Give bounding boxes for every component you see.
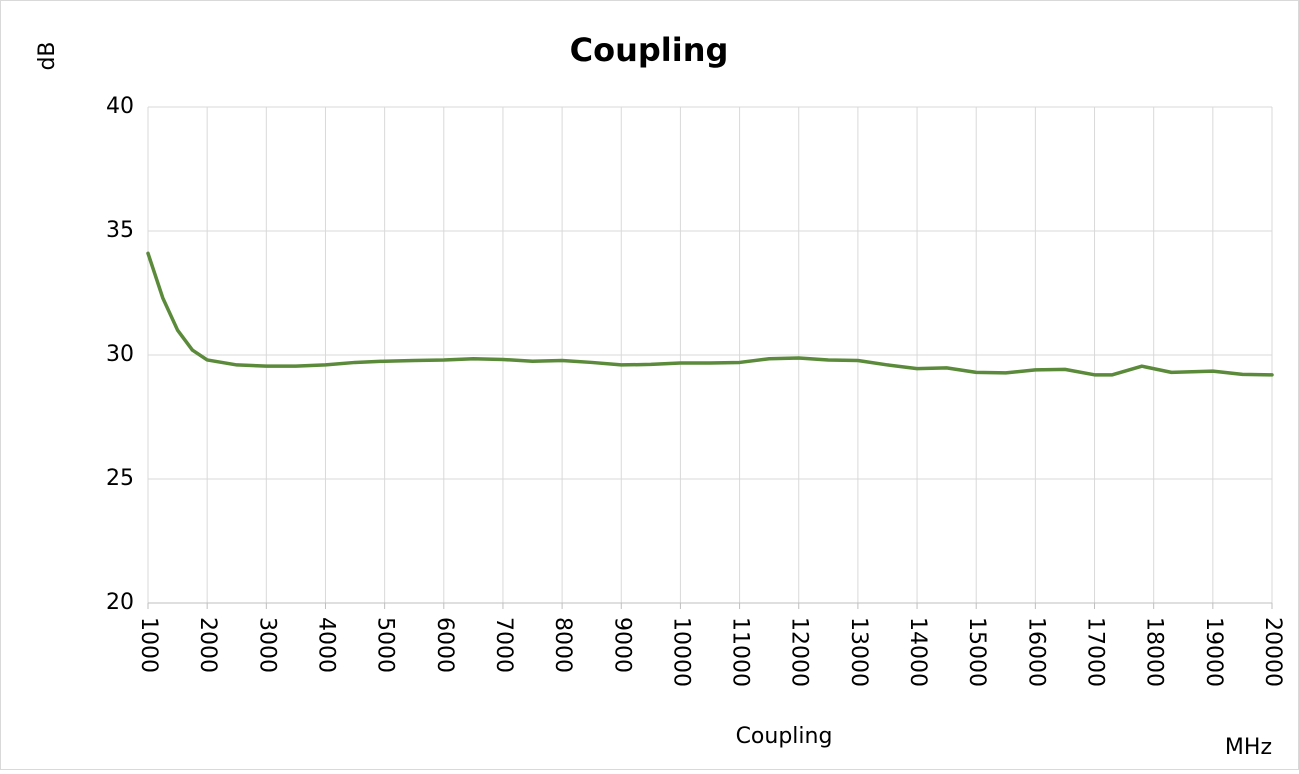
chart-title: Coupling (570, 31, 729, 69)
x-tick-label: 5000 (373, 617, 398, 673)
x-tick-label: 10000 (668, 617, 693, 687)
x-axis-title: MHz (1225, 735, 1272, 760)
x-tick-label: 17000 (1083, 617, 1108, 687)
x-tick-label: 6000 (432, 617, 457, 673)
x-tick-label: 13000 (846, 617, 871, 687)
x-tick-label: 15000 (964, 617, 989, 687)
x-tick-label: 18000 (1142, 617, 1167, 687)
y-axis-title: dB (35, 41, 60, 70)
x-tick-label: 12000 (787, 617, 812, 687)
x-tick-label: 8000 (550, 617, 575, 673)
x-tick-label: 1000 (136, 617, 161, 673)
x-tick-label: 19000 (1201, 617, 1226, 687)
legend-label: Coupling (736, 724, 833, 749)
x-tick-label: 9000 (609, 617, 634, 673)
x-tick-label: 7000 (491, 617, 516, 673)
x-tick-label: 2000 (195, 617, 220, 673)
y-tick-label: 35 (106, 218, 134, 243)
line-series (146, 251, 1274, 377)
y-tick-label: 20 (106, 590, 134, 615)
x-tick-label: 20000 (1260, 617, 1285, 687)
x-tick-label: 11000 (728, 617, 753, 687)
x-tick-label: 3000 (254, 617, 279, 673)
y-tick-label: 40 (106, 94, 134, 119)
x-tick-label: 4000 (313, 617, 338, 673)
y-tick-label: 30 (106, 342, 134, 367)
x-tick-label: 14000 (905, 617, 930, 687)
y-tick-label: 25 (106, 466, 134, 491)
x-tick-label: 16000 (1023, 617, 1048, 687)
